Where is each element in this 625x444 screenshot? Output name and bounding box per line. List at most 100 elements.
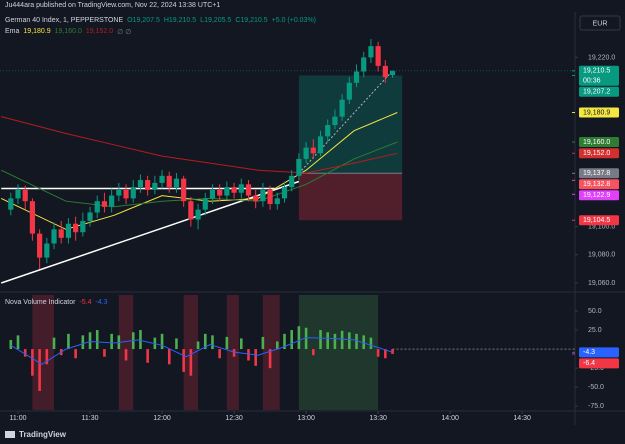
ema-value: 19,160.0 bbox=[54, 28, 82, 35]
volume-bar bbox=[160, 333, 164, 350]
volume-bar bbox=[189, 349, 193, 376]
volume-bar bbox=[74, 349, 77, 359]
volume-bar bbox=[254, 349, 257, 366]
ohlc-value: L19,205.5 bbox=[200, 17, 232, 24]
price-badge-label: 19,160.0 bbox=[583, 139, 610, 146]
candle-body bbox=[289, 175, 295, 188]
volume-bar bbox=[275, 341, 279, 350]
price-badge bbox=[579, 190, 619, 201]
volume-bar bbox=[175, 338, 178, 350]
candle-body bbox=[353, 71, 360, 83]
y-tick-label: 25.0 bbox=[588, 327, 602, 334]
volume-bar bbox=[9, 339, 13, 350]
byline-bar: Ju444ara published on TradingView.com, N… bbox=[5, 2, 220, 9]
volume-bar bbox=[182, 349, 185, 372]
candle-body bbox=[44, 243, 50, 258]
indicator-title: Nova Volume Indicator bbox=[5, 299, 76, 306]
candle-body bbox=[267, 189, 273, 205]
currency-button[interactable] bbox=[579, 15, 621, 31]
candle-body bbox=[281, 187, 288, 199]
price-badge-label: 19,104.5 bbox=[583, 217, 610, 224]
byline: Ju444ara published on TradingView.com, N… bbox=[5, 2, 221, 9]
candle-body bbox=[37, 233, 43, 258]
x-tick-label: 12:30 bbox=[225, 415, 243, 422]
y-tick-label: -50.0 bbox=[588, 384, 604, 391]
candle-body bbox=[389, 70, 396, 76]
x-tick-label: 11:30 bbox=[82, 415, 99, 422]
candle-body bbox=[368, 46, 374, 58]
volume-bar bbox=[312, 349, 315, 356]
candle-body bbox=[51, 229, 57, 244]
price-badge bbox=[579, 168, 619, 179]
candle-body bbox=[253, 195, 259, 202]
volume-bar bbox=[239, 338, 243, 350]
volume-bar bbox=[362, 335, 366, 350]
ohlc-value: H19,210.5 bbox=[163, 17, 197, 24]
price-badge-label: 19,207.2 bbox=[583, 89, 610, 96]
volume-bar bbox=[88, 332, 92, 350]
x-tick-label: 13:30 bbox=[369, 415, 387, 422]
price-badge-countdown: 00:36 bbox=[583, 78, 601, 85]
candle-body bbox=[166, 175, 172, 188]
indicator-legend: Nova Volume Indicator -5.4 -4.3 bbox=[5, 299, 108, 306]
price-badge bbox=[579, 347, 619, 358]
ema-legend: Ema 19,180.9 19,160.0 19,152.0 ∅ ∅ bbox=[5, 28, 131, 36]
ema-line bbox=[0, 141, 398, 208]
candle-body bbox=[260, 189, 266, 202]
candle-body bbox=[217, 189, 223, 196]
candle-body bbox=[173, 178, 180, 188]
volume-bar bbox=[232, 349, 236, 357]
price-badge-label: 19,137.8 bbox=[583, 170, 610, 177]
volume-bar bbox=[146, 349, 149, 363]
volume-bar bbox=[81, 335, 85, 350]
x-tick-label: 12:00 bbox=[153, 415, 171, 422]
candle-body bbox=[58, 229, 64, 238]
price-badge bbox=[579, 107, 619, 118]
ema-value: 19,152.0 bbox=[85, 28, 114, 35]
candle-body bbox=[80, 220, 86, 233]
volume-bar bbox=[103, 349, 106, 357]
volume-bar bbox=[95, 330, 99, 350]
candle-body bbox=[188, 201, 194, 220]
volume-bar bbox=[52, 337, 56, 350]
volume-bar bbox=[110, 333, 113, 350]
y-tick-label: 19,100.0 bbox=[588, 223, 615, 230]
candle-body bbox=[152, 182, 158, 190]
volume-bar bbox=[340, 330, 344, 350]
position-loss bbox=[298, 173, 403, 221]
volume-bar bbox=[384, 349, 387, 359]
candle-body bbox=[375, 46, 381, 66]
price-badge-label: 19,122.9 bbox=[583, 192, 610, 199]
candle-body bbox=[231, 187, 237, 193]
ohlc-value: O19,207.5 bbox=[127, 17, 160, 24]
volume-bar bbox=[348, 332, 351, 350]
candle-body bbox=[339, 99, 345, 117]
price-badge-label: -4.3 bbox=[583, 349, 595, 356]
candle-body bbox=[310, 147, 316, 154]
candle-body bbox=[346, 82, 352, 100]
candle-body bbox=[303, 147, 309, 159]
candle-body bbox=[317, 136, 324, 154]
candle-body bbox=[361, 57, 367, 72]
price-badge-label: 19,180.9 bbox=[583, 109, 610, 116]
volume-bar bbox=[297, 326, 301, 350]
volume-bar bbox=[304, 327, 308, 350]
volume-bar bbox=[16, 335, 20, 350]
volume-bar bbox=[333, 333, 337, 350]
signal-line bbox=[10, 337, 393, 365]
y-tick-label: 50.0 bbox=[588, 308, 602, 315]
volume-bar bbox=[268, 349, 272, 369]
volume-bar bbox=[261, 336, 265, 350]
ohlc-value: C19,210.5 bbox=[235, 17, 268, 24]
ema-value: 19,180.9 bbox=[23, 28, 51, 35]
candle-body bbox=[116, 189, 122, 196]
price-badge bbox=[579, 358, 619, 369]
volume-bar bbox=[124, 349, 128, 361]
candle-body bbox=[159, 175, 165, 183]
volume-bar bbox=[45, 349, 49, 365]
position-path bbox=[298, 70, 393, 174]
volume-bar bbox=[326, 332, 330, 350]
volume-bar bbox=[211, 335, 214, 350]
